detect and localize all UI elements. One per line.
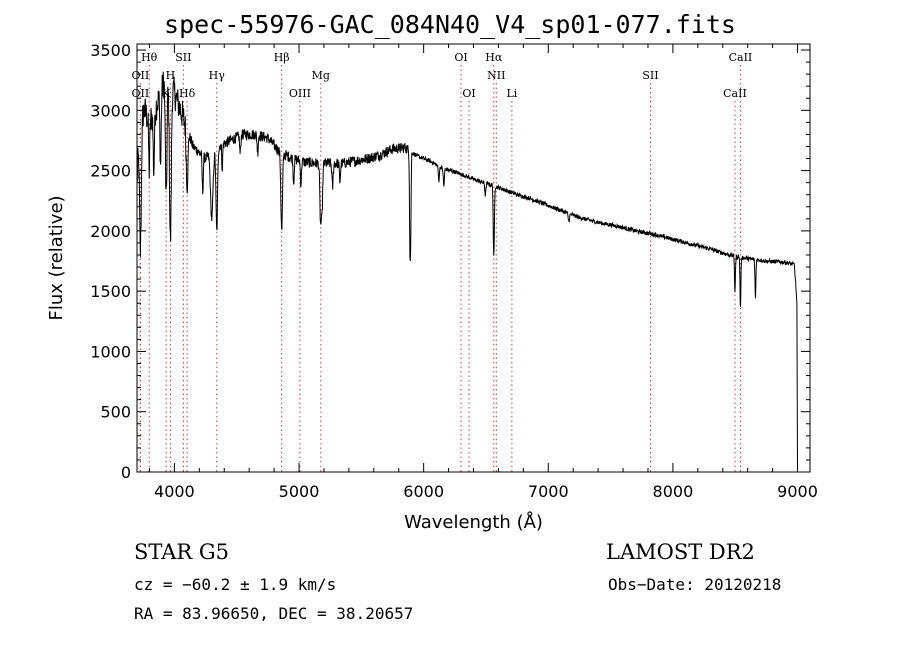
line-marker-label: Mg: [312, 69, 330, 82]
line-marker-label: SII: [175, 51, 191, 64]
y-tick-label: 2500: [90, 162, 131, 181]
line-marker-label: OI: [454, 51, 467, 64]
chart-title: spec-55976-GAC_084N40_V4_sp01-077.fits: [164, 10, 736, 39]
y-tick-label: 2000: [90, 222, 131, 241]
object-class: STAR G5: [134, 540, 230, 564]
survey-name: LAMOST DR2: [606, 540, 755, 564]
x-tick-label: 9000: [777, 482, 818, 501]
y-tick-label: 3500: [90, 41, 131, 60]
line-marker-label: H: [166, 69, 176, 82]
line-marker-label: Hθ: [141, 51, 158, 64]
axis-labels: Wavelength (Å) Flux (relative): [46, 195, 543, 533]
x-tick-label: 6000: [403, 482, 444, 501]
line-marker-label: Hδ: [179, 87, 196, 100]
redshift-text: cz = −60.2 ± 1.9 km/s: [134, 575, 337, 594]
x-tick-label: 8000: [653, 482, 694, 501]
line-marker-label: SII: [642, 69, 658, 82]
y-tick-label: 1000: [90, 342, 131, 361]
coordinates: RA = 83.96650, DEC = 38.20657: [134, 604, 414, 623]
line-marker-label: NII: [487, 69, 505, 82]
plot-frame: [136, 43, 811, 473]
axis-ticks: 4000 5000 6000 7000 8000 9000 0 500 1000 1500 2000…: [90, 41, 818, 501]
x-tick-label: 4000: [154, 482, 195, 501]
line-marker-label: Hβ: [274, 51, 290, 64]
line-marker-label: CaII: [729, 51, 753, 64]
line-marker-label: OII: [132, 87, 150, 100]
line-marker-label: OIII: [289, 87, 311, 100]
line-marker-label: CaII: [723, 87, 747, 100]
x-axis-label: Wavelength (Å): [404, 511, 543, 533]
y-tick-label: 1500: [90, 282, 131, 301]
line-marker-label: Hα: [485, 51, 503, 64]
x-tick-label: 5000: [279, 482, 320, 501]
y-tick-label: 3000: [90, 101, 131, 120]
line-marker-label: Li: [506, 87, 517, 100]
line-marker-label: OII: [132, 69, 150, 82]
line-marker-label: Hγ: [209, 69, 226, 82]
x-tick-label: 7000: [528, 482, 569, 501]
line-marker-label: K: [162, 87, 171, 100]
spectrum-line: [136, 71, 798, 473]
y-tick-label: 500: [100, 403, 131, 422]
obs-date: Obs−Date: 20120218: [608, 575, 782, 594]
y-axis-label: Flux (relative): [46, 195, 67, 320]
line-marker-label: OI: [462, 87, 475, 100]
y-tick-label: 0: [121, 463, 131, 482]
